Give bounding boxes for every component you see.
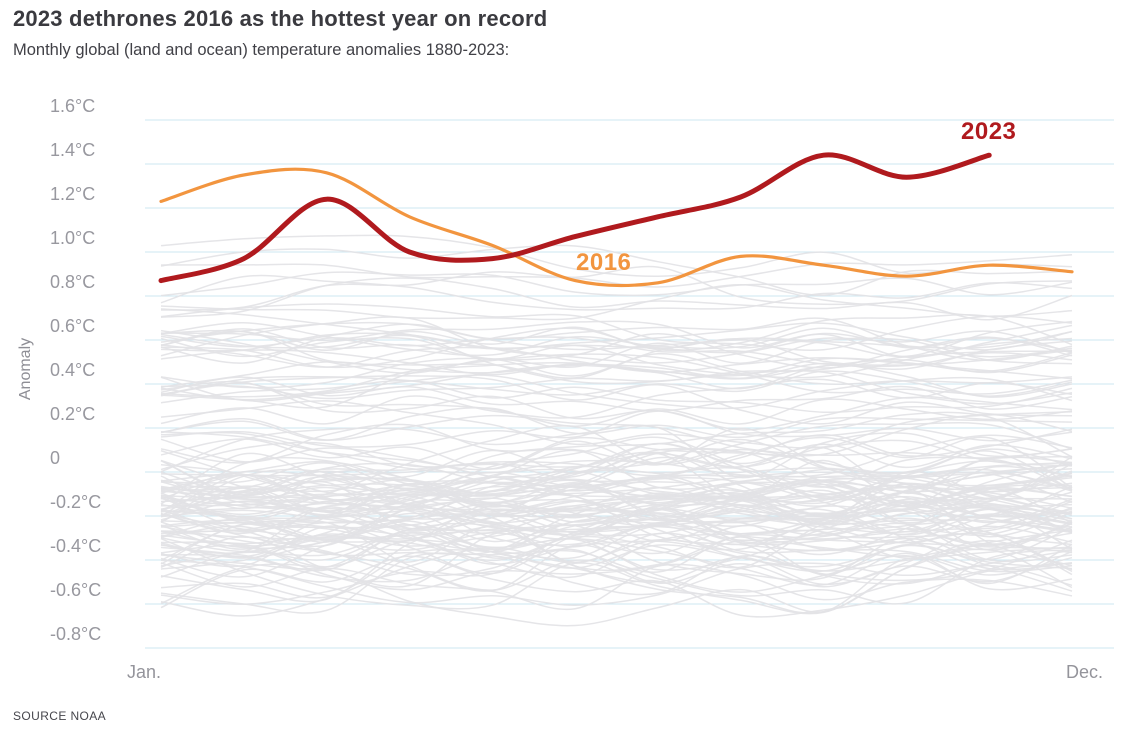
background-year-line	[160, 462, 1073, 497]
y-tick-label: -0.2°C	[50, 492, 101, 512]
background-year-line	[160, 522, 1073, 614]
background-year-line	[160, 531, 1073, 591]
y-tick-label: -0.8°C	[50, 624, 101, 644]
y-tick-label: 0	[50, 448, 60, 468]
background-year-line	[160, 406, 1073, 441]
background-year-line	[160, 539, 1073, 573]
background-year-line	[160, 470, 1073, 499]
background-year-line	[160, 303, 1073, 351]
background-year-line	[160, 422, 1073, 465]
series-2023-line	[158, 152, 992, 284]
y-tick-label: 1.0°C	[50, 228, 95, 248]
series-2016-line	[159, 167, 1074, 288]
background-year-line	[160, 424, 1073, 479]
background-year-line	[160, 490, 1073, 525]
background-year-line	[160, 549, 1073, 606]
y-tick-label: 1.2°C	[50, 184, 95, 204]
background-year-line	[160, 474, 1073, 516]
background-year-line	[160, 370, 1073, 397]
chart-header: 2023 dethrones 2016 as the hottest year …	[13, 6, 547, 60]
background-year-line	[160, 320, 1073, 358]
background-year-line	[160, 439, 1073, 471]
background-year-line	[160, 469, 1073, 508]
page-subtitle: Monthly global (land and ocean) temperat…	[13, 41, 510, 59]
background-year-line	[160, 277, 1073, 321]
y-tick-label: 0.2°C	[50, 404, 95, 424]
background-year-line	[160, 414, 1073, 460]
background-year-line	[160, 507, 1073, 577]
background-year-line	[160, 410, 1073, 448]
y-tick-label: 0.4°C	[50, 360, 95, 380]
background-year-line	[160, 244, 1073, 296]
y-axis-title: Anomaly	[17, 337, 34, 401]
series-label-2023: 2023	[961, 118, 1017, 145]
background-year-line	[160, 532, 1073, 588]
background-year-line	[160, 271, 1073, 297]
background-year-line	[160, 447, 1073, 518]
background-year-line	[160, 274, 1073, 311]
background-year-line	[160, 479, 1073, 528]
background-year-line	[160, 382, 1073, 427]
source-note: SOURCE NOAA	[13, 709, 107, 723]
x-axis-label-jan: Jan.	[127, 662, 162, 682]
background-year-line	[160, 555, 1073, 618]
y-tick-label: 0.8°C	[50, 272, 95, 292]
background-year-line	[160, 234, 1073, 277]
background-year-line	[160, 349, 1073, 380]
background-year-line	[160, 525, 1073, 599]
background-year-line	[160, 253, 1073, 288]
background-year-line	[160, 562, 1073, 611]
background-year-line	[160, 463, 1073, 520]
background-year-line	[160, 486, 1073, 524]
y-tick-label: 0.6°C	[50, 316, 95, 336]
background-year-line	[160, 308, 1073, 351]
background-year-line	[160, 413, 1073, 471]
background-year-line	[160, 499, 1073, 545]
background-year-line	[160, 481, 1073, 507]
background-year-line	[160, 379, 1073, 414]
x-axis-label-dec: Dec.	[1066, 662, 1104, 682]
background-year-line	[160, 471, 1073, 518]
background-year-line	[160, 539, 1073, 596]
background-year-line	[160, 501, 1073, 572]
series-label-2016: 2016	[576, 249, 632, 276]
y-tick-label: -0.4°C	[50, 536, 101, 556]
background-year-line	[160, 508, 1073, 565]
y-tick-label: 1.4°C	[50, 140, 95, 160]
background-year-line	[160, 370, 1073, 411]
background-year-line	[160, 438, 1073, 487]
y-tick-label: -0.6°C	[50, 580, 101, 600]
background-year-line	[160, 400, 1073, 449]
background-year-line	[160, 284, 1073, 321]
background-year-line	[160, 329, 1073, 374]
page-title: 2023 dethrones 2016 as the hottest year …	[13, 6, 548, 31]
y-tick-label: 1.6°C	[50, 96, 95, 116]
background-year-line	[160, 320, 1073, 358]
